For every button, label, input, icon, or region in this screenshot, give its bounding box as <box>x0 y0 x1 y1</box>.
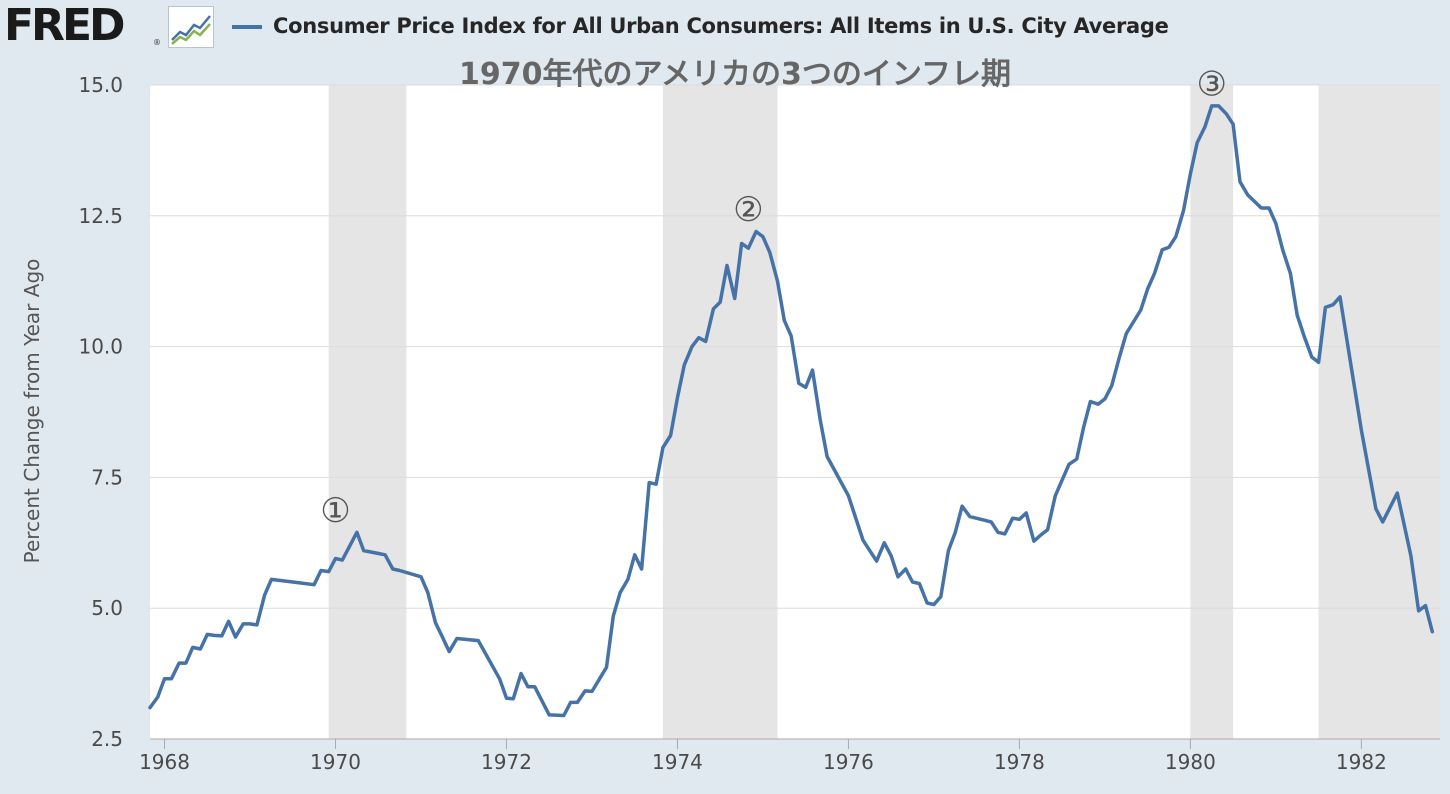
fred-logo-registered-mark: ® <box>153 38 161 47</box>
x-tick-label: 1978 <box>994 750 1045 774</box>
legend-series-label[interactable]: Consumer Price Index for All Urban Consu… <box>273 14 1169 38</box>
x-tick-label: 1970 <box>310 750 361 774</box>
annotation-label-2: ② <box>733 190 763 230</box>
x-tick-label: 1974 <box>652 750 703 774</box>
y-tick-label: 7.5 <box>91 465 123 489</box>
y-axis-label: Percent Change from Year Ago <box>20 259 44 564</box>
recession-bands <box>328 85 1440 739</box>
annotation-label-3: ③ <box>1197 64 1227 104</box>
x-tick-label: 1976 <box>823 750 874 774</box>
y-tick-label: 12.5 <box>78 204 123 228</box>
recession-band-1 <box>328 85 407 739</box>
y-tick-label: 10.0 <box>78 335 123 359</box>
fred-logo[interactable]: FRED <box>4 0 126 51</box>
y-tick-label: 15.0 <box>78 73 123 97</box>
y-axis-ticks: 2.5 5.0 7.5 10.0 12.5 15.0 <box>78 73 123 751</box>
line-chart-icon <box>168 6 214 48</box>
series-line-cpi[interactable] <box>148 104 1435 718</box>
chart-header: FRED ® Consumer Price Index for All Urba… <box>0 0 1450 54</box>
gridlines <box>150 84 1440 740</box>
x-tick-label: 1968 <box>139 750 190 774</box>
recession-band-4 <box>1318 85 1440 739</box>
annotation-label-1: ① <box>320 491 350 531</box>
chart-title: 1970年代のアメリカの3つのインフレ期 <box>459 57 1011 92</box>
x-tick-label: 1982 <box>1336 750 1387 774</box>
x-tick-label: 1980 <box>1165 750 1216 774</box>
annotations: ① ② ③ <box>320 64 1227 530</box>
recession-band-2 <box>662 85 778 739</box>
y-tick-label: 2.5 <box>91 727 123 751</box>
legend-series-swatch <box>232 25 262 29</box>
x-axis-ticks: 1968 1970 1972 1974 1976 1978 1980 1982 <box>139 739 1387 774</box>
recession-band-3 <box>1190 85 1234 739</box>
y-tick-label: 5.0 <box>91 596 123 620</box>
x-tick-label: 1972 <box>481 750 532 774</box>
